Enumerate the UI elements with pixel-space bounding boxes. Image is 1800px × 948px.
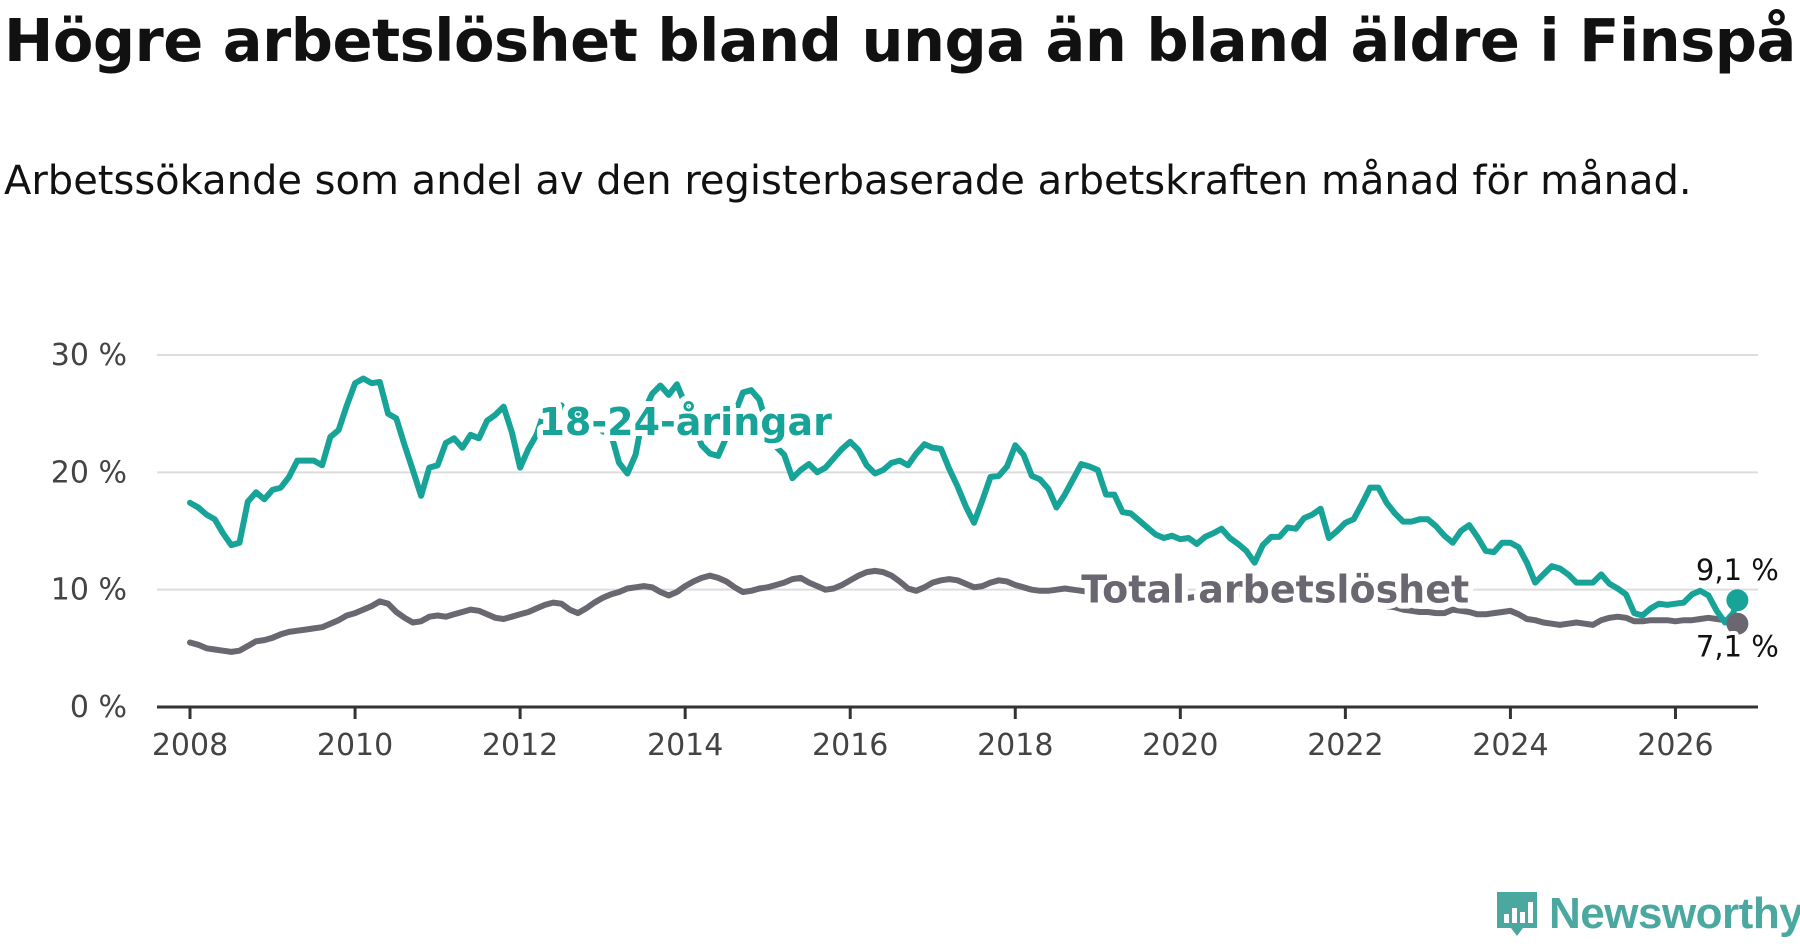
y-tick-label: 30 % [51, 338, 127, 373]
total-end-dot [1726, 612, 1749, 635]
total-end-label: 7,1 % [1696, 630, 1779, 664]
chart-subtitle: Arbetssökande som andel av den registerb… [4, 158, 1692, 204]
x-tick-label: 2020 [1142, 728, 1218, 763]
chart-title: Högre arbetslöshet bland unga än bland ä… [4, 6, 1800, 75]
x-tick-label: 2008 [152, 728, 228, 763]
x-tick-label: 2014 [647, 728, 723, 763]
x-tick-label: 2012 [482, 728, 558, 763]
y-tick-label: 0 % [70, 690, 127, 725]
series-labels: 9,1 % 7,1 % 18-24-åringar Total arbetslöshe… [532, 394, 1782, 668]
y-tick-label: 10 % [51, 573, 127, 608]
newsworthy-brand: Newsworthy [1493, 888, 1800, 940]
brand-name: Newsworthy [1549, 889, 1800, 938]
total-series-label: Total arbetslöshet [1081, 568, 1469, 612]
youth-series-label: 18-24-åringar [538, 400, 832, 444]
x-tick-label: 2016 [812, 728, 888, 763]
y-tick-label: 20 % [51, 455, 127, 490]
youth-end-label: 9,1 % [1696, 553, 1779, 587]
total-series-line [187, 567, 1741, 655]
x-tick-label: 2022 [1307, 728, 1383, 763]
x-tick-label: 2026 [1637, 728, 1713, 763]
x-tick-label: 2018 [977, 728, 1053, 763]
series-lines [187, 375, 1741, 655]
youth-end-dot [1726, 589, 1749, 612]
youth-series-line [187, 375, 1741, 626]
newsworthy-logo-icon [1497, 892, 1537, 936]
gridlines: 0 % 10 % 20 % 30 % [51, 338, 1758, 725]
x-tick-label: 2024 [1472, 728, 1548, 763]
x-axis: 2008 2010 2012 2014 2016 2018 2020 2022 2024 2026 [152, 705, 1758, 763]
x-tick-label: 2010 [317, 728, 393, 763]
